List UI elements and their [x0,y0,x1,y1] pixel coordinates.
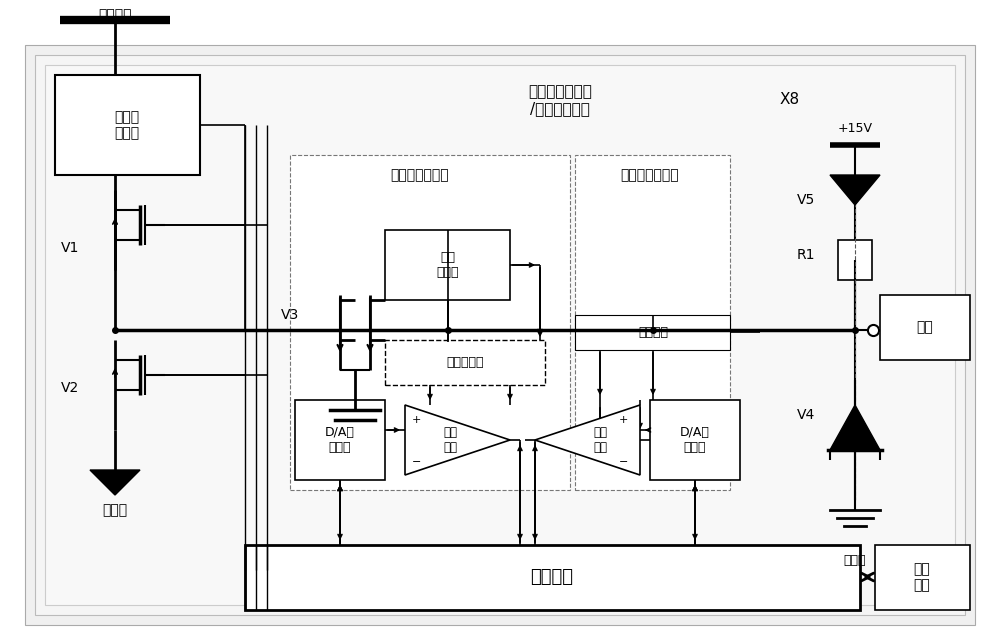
Text: 功率母线: 功率母线 [98,8,132,22]
Bar [35,55,965,615]
Bar [55,75,200,175]
Text: V3: V3 [281,308,299,322]
Text: 二选一开关: 二选一开关 [446,356,484,369]
Text: 功率地: 功率地 [102,503,128,517]
Text: V1: V1 [61,241,79,255]
Text: 控制单元: 控制单元 [530,568,574,586]
Polygon shape [830,175,880,205]
Text: 输出保护功能块: 输出保护功能块 [391,168,449,182]
Text: X8: X8 [780,92,800,107]
Text: D/A转
换单元: D/A转 换单元 [325,426,355,454]
Bar [295,400,385,480]
Text: 负载: 负载 [917,320,933,334]
Bar [290,155,570,490]
Bar [575,315,730,350]
Text: +: + [619,415,628,425]
Polygon shape [830,405,880,450]
Bar [385,230,510,300]
Text: V2: V2 [61,381,79,395]
Bar [575,155,730,490]
Text: 短路保
护单元: 短路保 护单元 [114,110,140,140]
Bar [385,340,545,385]
Text: 比较
单元: 比较 单元 [443,426,457,454]
Text: −: − [412,457,421,467]
Bar [838,240,872,280]
Text: R1: R1 [796,248,815,262]
Text: 飞机
系统: 飞机 系统 [914,562,930,592]
Text: 电流
传感器: 电流 传感器 [437,251,459,279]
Bar [245,545,860,610]
Text: −: − [619,457,628,467]
Polygon shape [90,470,140,495]
Text: 浪涌电阻: 浪涌电阻 [638,325,668,338]
Bar [875,545,970,610]
Text: 输入采集功能块: 输入采集功能块 [621,168,679,182]
Text: 比较
单元: 比较 单元 [593,426,607,454]
Text: V4: V4 [797,408,815,422]
Text: V5: V5 [797,193,815,207]
Text: 机电管理计算机
/远程接口单元: 机电管理计算机 /远程接口单元 [528,84,592,116]
Bar [45,65,955,605]
Bar [650,400,740,480]
Text: +15V: +15V [838,121,872,135]
Polygon shape [405,405,510,475]
Polygon shape [535,405,640,475]
Text: +: + [412,415,421,425]
Text: D/A转
换单元: D/A转 换单元 [680,426,710,454]
Bar [880,295,970,360]
Text: 屏蔽地: 屏蔽地 [844,553,866,566]
